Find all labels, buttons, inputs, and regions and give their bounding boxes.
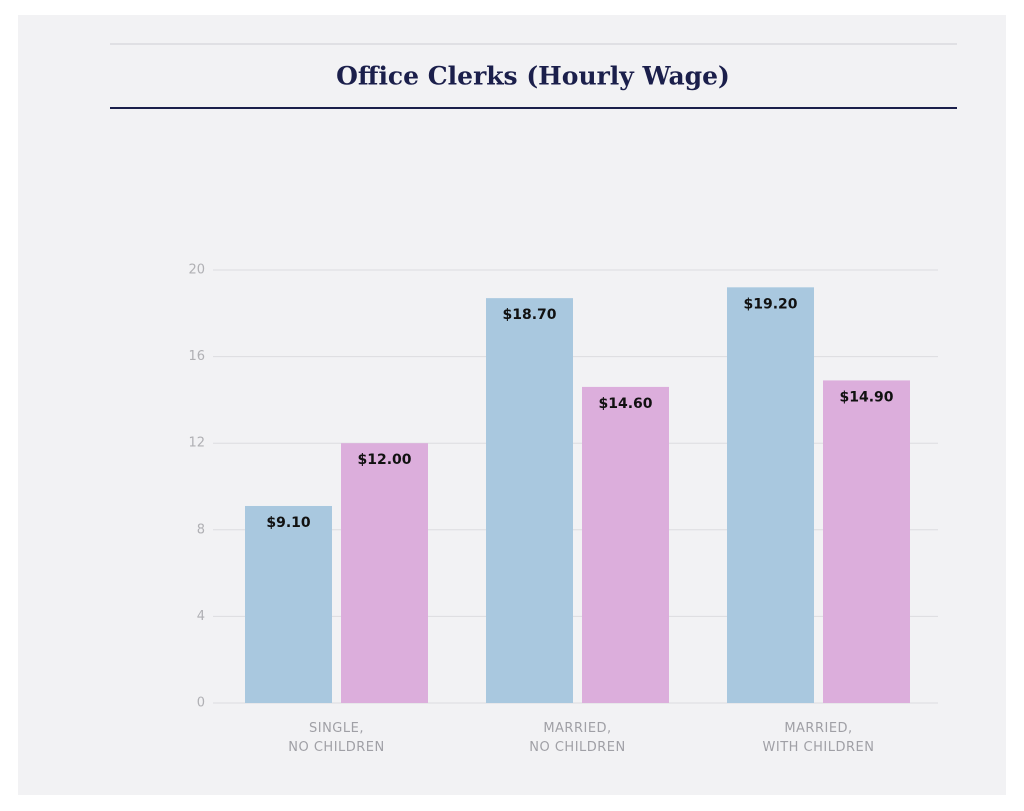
x-tick-line: MARRIED, [543,721,611,736]
value-label: $9.10 [266,515,311,531]
bar [582,386,669,703]
x-tick-line: NO CHILDREN [529,740,626,755]
x-tick-line: MARRIED, [784,721,852,736]
x-tick-label: MARRIED, NO CHILDREN [529,721,626,755]
y-tick-label: 0 [197,696,205,711]
bar [341,443,428,703]
value-label: $18.70 [502,307,556,323]
x-tick-label: SINGLE, NO CHILDREN [288,721,385,755]
bar [823,380,910,703]
x-tick-line: NO CHILDREN [288,740,385,755]
bar [727,287,814,703]
y-tick-label: 8 [197,522,205,537]
y-tick-label: 4 [197,609,205,624]
value-label: $14.60 [598,396,652,412]
y-tick-label: 12 [188,436,205,451]
bar [245,505,332,703]
chart-title: Office Clerks (Hourly Wage) [336,62,730,91]
value-label: $14.90 [839,389,893,405]
x-tick-line: WITH CHILDREN [763,740,875,755]
value-label: $12.00 [357,452,411,468]
y-tick-label: 16 [188,349,205,364]
value-label: $19.20 [743,296,797,312]
bar [486,298,573,703]
x-tick-line: SINGLE, [309,721,364,736]
x-tick-label: MARRIED, WITH CHILDREN [763,721,875,755]
y-tick-label: 20 [188,263,205,278]
